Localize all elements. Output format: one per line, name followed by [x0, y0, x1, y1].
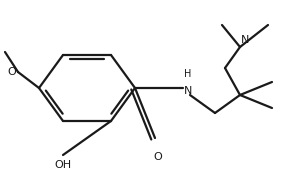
Text: N: N [241, 35, 249, 45]
Text: OH: OH [54, 160, 71, 170]
Text: O: O [7, 67, 16, 77]
Text: O: O [154, 152, 162, 162]
Text: H: H [184, 69, 191, 79]
Text: N: N [184, 86, 192, 96]
